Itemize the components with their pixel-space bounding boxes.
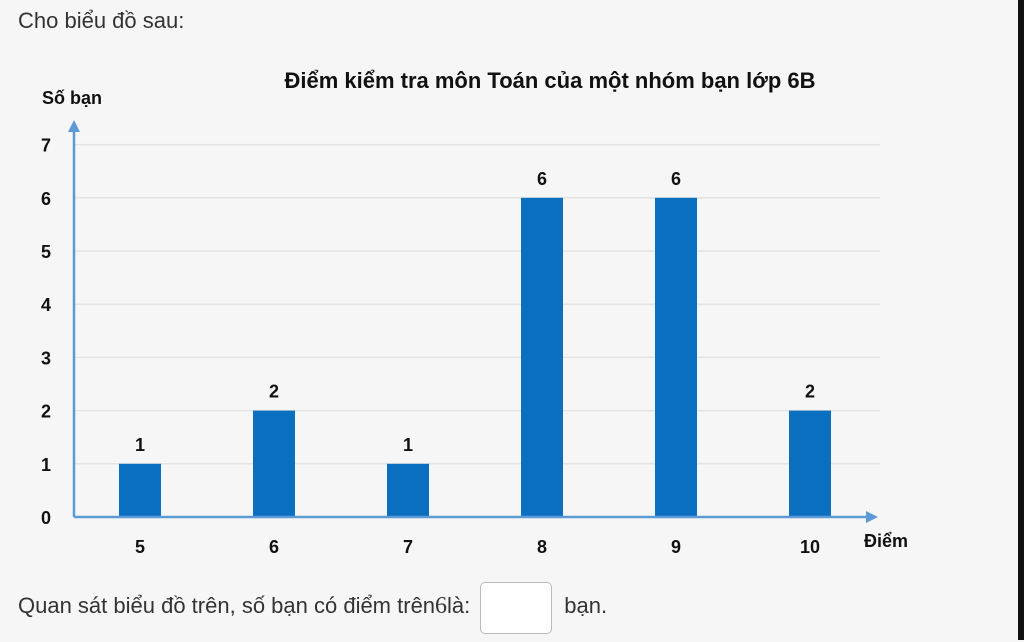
x-tick-label: 8: [537, 537, 547, 557]
x-tick-label: 5: [135, 537, 145, 557]
x-tick-label: 6: [269, 537, 279, 557]
x-tick-label: 7: [403, 537, 413, 557]
bar: [119, 463, 161, 517]
y-tick-label: 7: [41, 136, 51, 156]
x-axis-label: Điểm: [864, 531, 908, 551]
intro-text: Cho biểu đồ sau:: [18, 8, 185, 33]
y-tick-label: 3: [41, 348, 51, 368]
y-ticks: 0 1 2 3 4 5 6 7: [41, 136, 51, 528]
y-axis-arrow: [68, 120, 80, 132]
data-label: 2: [805, 382, 815, 402]
bar: [789, 410, 831, 517]
bar: [387, 463, 429, 517]
x-tick-label: 10: [800, 537, 820, 557]
y-tick-label: 4: [41, 295, 51, 315]
y-axis-label: Số bạn: [42, 88, 102, 108]
question-text: Quan sát biểu đồ trên, số bạn có điểm tr…: [18, 593, 436, 618]
question-number: 6: [435, 592, 448, 619]
y-tick-label: 5: [41, 242, 51, 262]
axes: [68, 120, 878, 523]
bar: [655, 197, 697, 518]
bar: [521, 197, 563, 518]
bar: [253, 410, 295, 517]
data-label: 1: [403, 435, 413, 455]
gridlines: [74, 143, 880, 465]
x-tick-label: 9: [671, 537, 681, 557]
bars: [119, 197, 831, 518]
data-labels: 1 2 1 6 6 2: [135, 169, 815, 455]
unit-label: bạn.: [564, 593, 608, 618]
y-tick-label: 6: [41, 189, 51, 209]
x-ticks: 5 6 7 8 9 10: [135, 537, 820, 557]
bar-chart: Điểm kiểm tra môn Toán của một nhóm bạn …: [41, 68, 908, 557]
data-label: 6: [537, 169, 547, 189]
y-tick-label: 0: [41, 508, 51, 528]
y-tick-label: 2: [41, 402, 51, 422]
data-label: 1: [135, 435, 145, 455]
question: Quan sát biểu đồ trên, số bạn có điểm tr…: [18, 580, 608, 634]
question-text-end: là:: [447, 593, 471, 618]
data-label: 2: [269, 382, 279, 402]
data-label: 6: [671, 169, 681, 189]
y-tick-label: 1: [41, 455, 51, 475]
chart-title: Điểm kiểm tra môn Toán của một nhóm bạn …: [284, 68, 815, 93]
answer-input[interactable]: [480, 582, 553, 634]
x-axis-arrow: [866, 511, 878, 523]
